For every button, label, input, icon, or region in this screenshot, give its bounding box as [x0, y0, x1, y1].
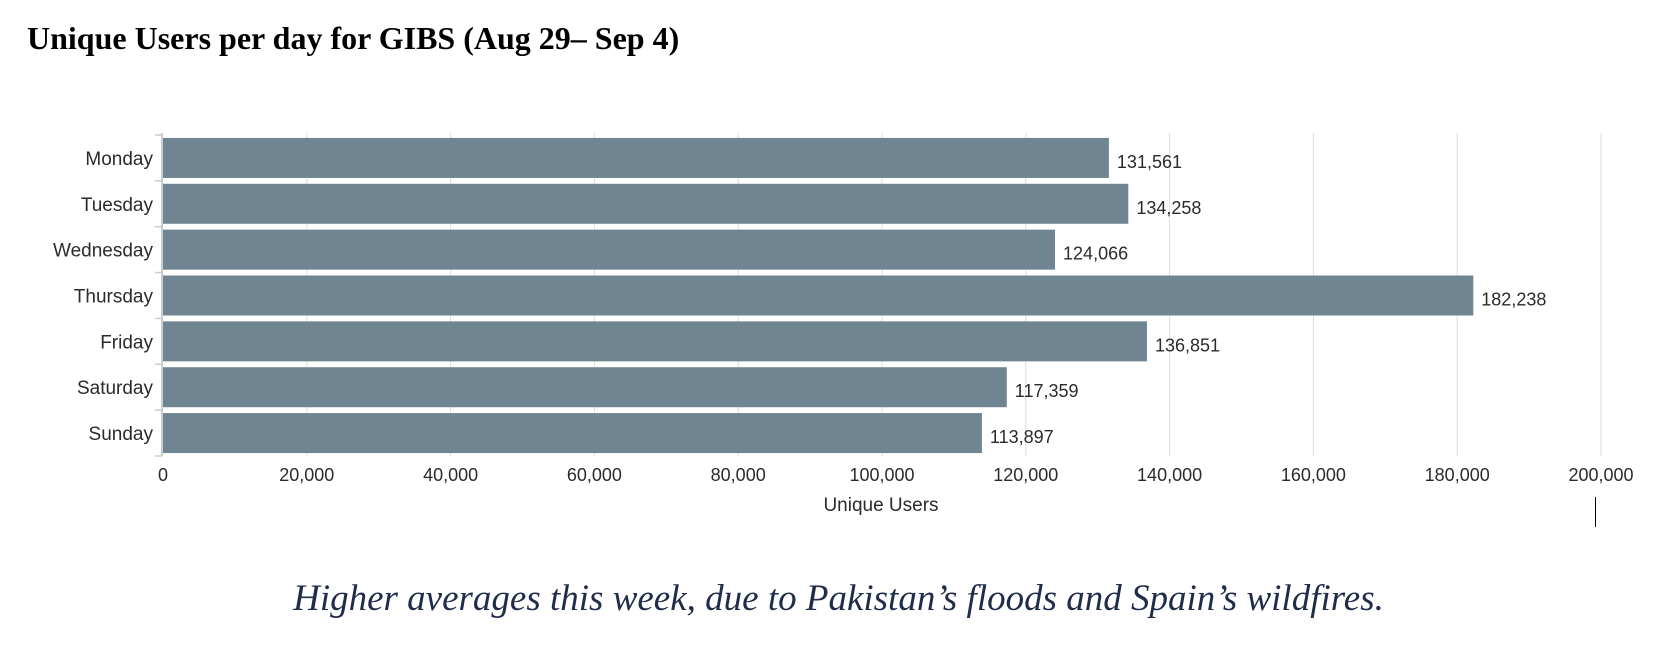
x-tick-label: 40,000: [423, 465, 478, 485]
y-category-label: Saturday: [77, 378, 154, 399]
text-cursor: [1595, 497, 1596, 527]
bar-monday: [163, 137, 1109, 178]
labels: 0 20,000 40,000 60,000 80,000 100,000 120,000 1…: [53, 149, 1634, 485]
bar-sunday: [163, 413, 982, 454]
y-category-label: Tuesday: [81, 195, 154, 216]
x-tick-label: 180,000: [1425, 465, 1490, 485]
y-category-label: Monday: [85, 149, 153, 170]
data-label: 124,066: [1063, 244, 1128, 264]
x-tick-label: 200,000: [1568, 465, 1633, 485]
y-category-label: Wednesday: [53, 241, 153, 262]
bar-wednesday: [163, 229, 1056, 270]
y-category-label: Sunday: [89, 424, 154, 445]
x-tick-label: 100,000: [849, 465, 914, 485]
data-label: 134,258: [1136, 198, 1201, 218]
x-tick-label: 160,000: [1281, 465, 1346, 485]
bar-thursday: [163, 275, 1474, 316]
y-category-label: Thursday: [74, 287, 154, 308]
bar-friday: [163, 321, 1147, 362]
x-tick-label: 140,000: [1137, 465, 1202, 485]
data-label: 113,897: [990, 427, 1054, 447]
x-tick-label: 20,000: [279, 465, 334, 485]
x-tick-label: 0: [158, 465, 168, 485]
x-tick-label: 80,000: [711, 465, 766, 485]
y-category-label: Friday: [100, 332, 153, 353]
data-label: 117,359: [1015, 381, 1079, 401]
bar-tuesday: [163, 183, 1129, 224]
axes: [155, 133, 163, 457]
x-tick-label: 120,000: [993, 465, 1058, 485]
page-title: Unique Users per day for GIBS (Aug 29– S…: [27, 20, 680, 56]
chart-caption: Higher averages this week, due to Pakist…: [293, 578, 1384, 619]
bar-chart: 0 20,000 40,000 60,000 80,000 100,000 120,000 1…: [53, 133, 1634, 516]
x-axis-title: Unique Users: [823, 495, 938, 516]
data-label: 131,561: [1117, 152, 1182, 172]
x-tick-label: 60,000: [567, 465, 622, 485]
data-label: 182,238: [1481, 290, 1546, 310]
data-label: 136,851: [1155, 335, 1220, 355]
bar-saturday: [163, 367, 1007, 408]
bars: [163, 137, 1474, 454]
